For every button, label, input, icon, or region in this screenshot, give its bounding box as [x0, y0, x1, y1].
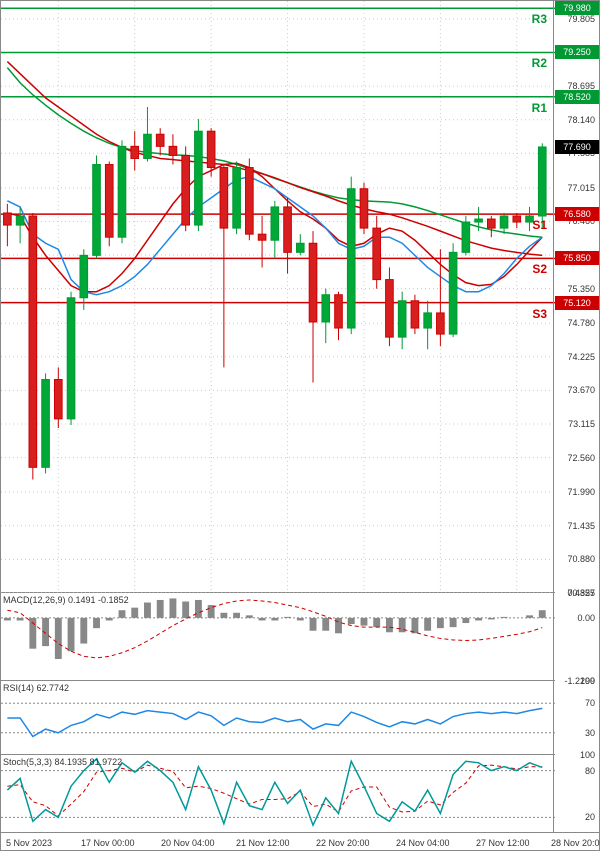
level-price-tag: 78.520 — [555, 90, 599, 104]
level-label: S2 — [532, 262, 547, 276]
current-price-tag: 77.690 — [555, 140, 599, 154]
time-label: 28 Nov 20:00 — [551, 838, 600, 848]
time-label: 24 Nov 04:00 — [396, 838, 450, 848]
level-price-tag: 75.120 — [555, 296, 599, 310]
time-label: 27 Nov 12:00 — [476, 838, 530, 848]
rsi-axis: 1007030 — [553, 681, 599, 755]
price-tick: 71.435 — [567, 521, 595, 531]
time-label: 22 Nov 20:00 — [316, 838, 370, 848]
price-tick: 79.805 — [567, 14, 595, 24]
price-tick: 70.880 — [567, 554, 595, 564]
price-tick: 75.350 — [567, 284, 595, 294]
time-label: 5 Nov 2023 — [6, 838, 52, 848]
macd-label: MACD(12,26,9) 0.1491 -0.1852 — [3, 595, 129, 605]
level-label: S3 — [532, 307, 547, 321]
price-tick: 73.115 — [568, 419, 595, 429]
rsi-panel[interactable]: RSI(14) 62.7742 — [1, 681, 555, 755]
price-tick: 77.015 — [567, 183, 595, 193]
stoch-axis: 1008020 — [553, 755, 599, 833]
main-price-panel[interactable] — [1, 1, 555, 593]
time-label: 20 Nov 04:00 — [161, 838, 215, 848]
macd-tick: 0.4857 — [567, 588, 595, 598]
level-label: R2 — [532, 56, 547, 70]
price-tick: 74.780 — [567, 318, 595, 328]
chart-container: 79.80579.25078.69578.14077.58577.01576.4… — [0, 0, 600, 851]
macd-panel[interactable]: MACD(12,26,9) 0.1491 -0.1852 — [1, 593, 555, 681]
time-label: 17 Nov 00:00 — [81, 838, 135, 848]
macd-tick: 0.00 — [577, 613, 595, 623]
rsi-tick: 30 — [585, 728, 595, 738]
rsi-label: RSI(14) 62.7742 — [3, 683, 69, 693]
macd-svg — [1, 593, 555, 681]
rsi-tick: 70 — [585, 698, 595, 708]
stoch-panel[interactable]: Stoch(5,3,3) 84.1935 81.9722 — [1, 755, 555, 833]
time-axis: 5 Nov 2023 17 Nov 00:00 20 Nov 04:00 21 Nov… — [1, 832, 600, 850]
stoch-label: Stoch(5,3,3) 84.1935 81.9722 — [3, 757, 122, 767]
stoch-tick: 100 — [580, 750, 595, 760]
level-label: S1 — [532, 218, 547, 232]
level-price-tag: 76.580 — [555, 207, 599, 221]
price-tick: 74.225 — [567, 352, 595, 362]
stoch-tick: 20 — [585, 812, 595, 822]
stoch-tick: 80 — [585, 766, 595, 776]
macd-axis: 0.48570.00-1.2299 — [553, 593, 599, 681]
level-label: R3 — [532, 12, 547, 26]
price-tick: 73.670 — [567, 385, 595, 395]
price-tick: 72.560 — [567, 453, 595, 463]
price-axis: 79.80579.25078.69578.14077.58577.01576.4… — [553, 1, 599, 593]
time-label: 21 Nov 12:00 — [236, 838, 290, 848]
price-tick: 71.990 — [567, 487, 595, 497]
price-tick: 78.140 — [567, 115, 595, 125]
price-chart-svg — [1, 1, 555, 593]
level-price-tag: 79.980 — [555, 1, 599, 15]
level-label: R1 — [532, 101, 547, 115]
level-price-tag: 79.250 — [555, 45, 599, 59]
level-price-tag: 75.850 — [555, 251, 599, 265]
rsi-svg — [1, 681, 555, 755]
rsi-tick: 100 — [580, 676, 595, 686]
